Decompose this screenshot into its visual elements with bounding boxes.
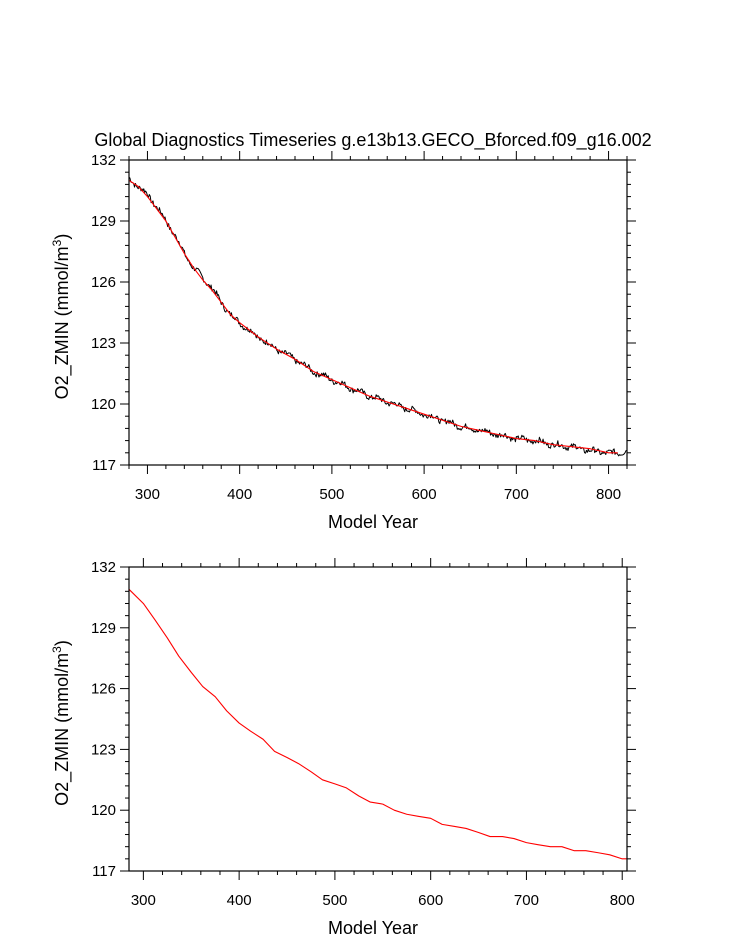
- x-tick-label: 500: [322, 892, 347, 909]
- x-axis-title: Model Year: [328, 512, 418, 532]
- y-axis-title-close: ): [52, 234, 72, 240]
- x-tick-label: 400: [227, 486, 252, 503]
- y-tick-label: 120: [91, 396, 116, 413]
- x-tick-label: 600: [412, 486, 437, 503]
- series-smoothed: [129, 179, 618, 454]
- y-axis-title: O2_ZMIN (mmol/m3): [50, 640, 73, 806]
- y-tick-label: 123: [91, 741, 116, 758]
- y-tick-label: 117: [92, 457, 116, 474]
- x-tick-label: 300: [131, 892, 156, 909]
- series-annual: [129, 176, 627, 457]
- y-axis-title: O2_ZMIN (mmol/m3): [50, 234, 73, 400]
- y-tick-label: 123: [91, 335, 116, 352]
- y-tick-label: 126: [91, 681, 116, 698]
- x-tick-label: 400: [227, 892, 252, 909]
- x-axis-title: Model Year: [328, 918, 418, 938]
- y-axis-title-main: O2_ZMIN (mmol/m: [52, 653, 73, 806]
- plot-area: [129, 176, 627, 457]
- plot-frame: [128, 159, 628, 466]
- x-tick-label: 800: [610, 892, 635, 909]
- top-panel: 117 120 123 126 129 132 300 400 500 600 700 800 Mode…: [50, 151, 636, 532]
- x-tick-label: 600: [418, 892, 443, 909]
- x-tick-label: 300: [135, 486, 160, 503]
- x-tick-label: 700: [504, 486, 529, 503]
- y-tick-label: 132: [91, 152, 116, 169]
- x-tick-label: 500: [319, 486, 344, 503]
- y-axis-title-superscript: 3: [50, 239, 64, 246]
- y-tick-label: 132: [91, 559, 116, 576]
- y-tick-label: 129: [91, 213, 116, 230]
- series-smoothed: [129, 588, 627, 860]
- y-axis-title-close: ): [52, 640, 72, 646]
- y-axis-title-main: O2_ZMIN (mmol/m: [52, 246, 73, 399]
- y-tick-label: 129: [91, 620, 116, 637]
- x-tick-label: 800: [596, 486, 621, 503]
- y-tick-label: 117: [92, 863, 116, 880]
- x-tick-label: 700: [514, 892, 539, 909]
- plot-frame: [128, 566, 628, 872]
- figure-title: Global Diagnostics Timeseries g.e13b13.G…: [94, 130, 651, 151]
- plot-area: [129, 588, 627, 860]
- bottom-panel: 117 120 123 126 129 132 300 400 500 600 700 800 Mode…: [50, 558, 636, 938]
- y-tick-label: 126: [91, 274, 116, 291]
- y-axis-title-superscript: 3: [50, 646, 64, 653]
- y-tick-label: 120: [91, 802, 116, 819]
